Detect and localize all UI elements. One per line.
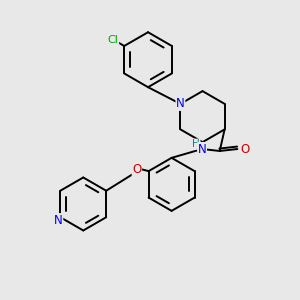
Text: Cl: Cl <box>108 34 118 45</box>
Text: H: H <box>192 139 200 149</box>
Text: N: N <box>176 98 185 110</box>
Text: O: O <box>132 163 142 176</box>
Text: N: N <box>198 142 206 155</box>
Text: N: N <box>54 214 63 227</box>
Text: O: O <box>241 142 250 155</box>
